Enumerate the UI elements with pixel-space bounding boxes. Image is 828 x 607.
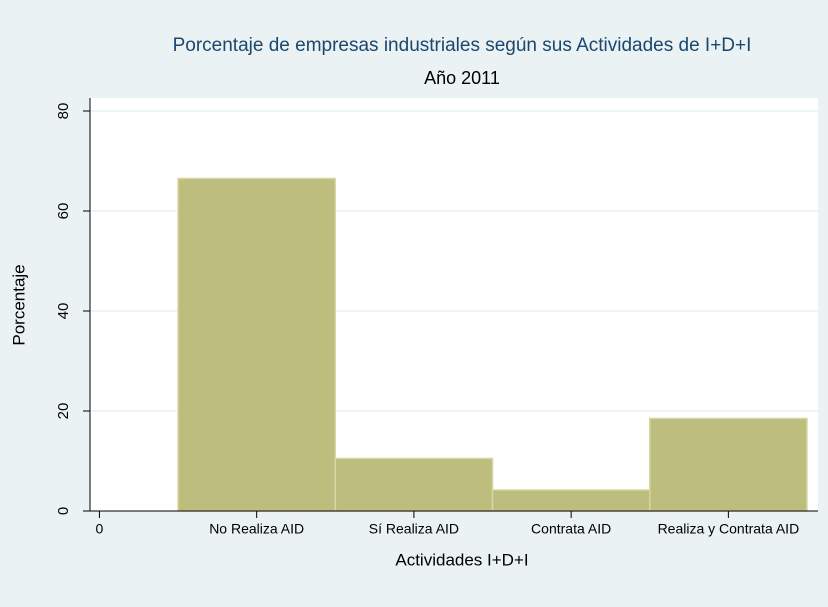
- x-axis-label: Actividades I+D+I: [395, 550, 528, 569]
- y-tick-label: 40: [55, 303, 72, 320]
- y-tick-label: 20: [55, 403, 72, 420]
- bar: [649, 417, 808, 512]
- x-tick-label: 0: [96, 521, 104, 537]
- x-tick-label: Realiza y Contrata AID: [658, 521, 800, 537]
- chart-title: Porcentaje de empresas industriales segú…: [173, 35, 752, 56]
- x-tick-label: Sí Realiza AID: [369, 521, 459, 537]
- bar: [491, 489, 651, 512]
- y-tick-label: 80: [55, 103, 72, 120]
- bar: [177, 177, 337, 512]
- y-tick-label: 0: [55, 507, 72, 515]
- chart-subtitle: Año 2011: [424, 68, 500, 88]
- y-axis-label: Porcentaje: [9, 264, 28, 345]
- x-tick-label: No Realiza AID: [209, 521, 304, 537]
- y-tick-label: 60: [55, 203, 72, 220]
- x-tick-label: Contrata AID: [531, 521, 611, 537]
- bar: [334, 457, 494, 512]
